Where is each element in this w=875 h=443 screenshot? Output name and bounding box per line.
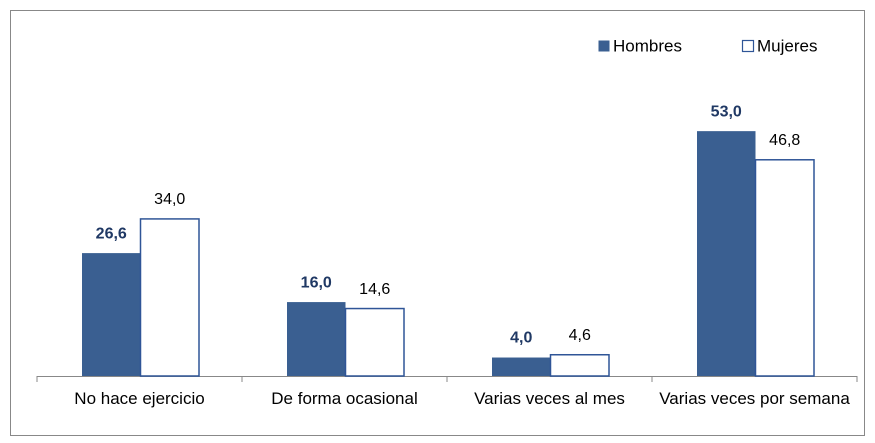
x-tick-label: Varias veces por semana bbox=[659, 389, 850, 408]
legend-swatch bbox=[598, 40, 610, 52]
data-label: 46,8 bbox=[769, 132, 800, 149]
data-label: 34,0 bbox=[154, 191, 185, 208]
legend-label: Hombres bbox=[613, 36, 682, 55]
x-tick-label: De forma ocasional bbox=[271, 389, 418, 408]
legend-swatch bbox=[741, 39, 755, 53]
legend-label: Mujeres bbox=[757, 36, 817, 55]
bar bbox=[82, 253, 141, 376]
bar bbox=[754, 159, 815, 377]
data-label: 14,6 bbox=[359, 281, 390, 298]
x-tick-label: No hace ejercicio bbox=[74, 389, 205, 408]
data-label: 26,6 bbox=[96, 225, 127, 242]
bar bbox=[139, 218, 200, 377]
data-label: 4,6 bbox=[569, 327, 591, 344]
bar bbox=[549, 353, 610, 377]
bar bbox=[287, 302, 346, 376]
bar bbox=[492, 357, 551, 376]
bar bbox=[697, 131, 756, 376]
data-label: 16,0 bbox=[301, 274, 332, 291]
data-label: 4,0 bbox=[510, 330, 532, 347]
data-label: 53,0 bbox=[711, 103, 742, 120]
bar bbox=[344, 307, 405, 377]
x-tick-label: Varias veces al mes bbox=[474, 389, 625, 408]
